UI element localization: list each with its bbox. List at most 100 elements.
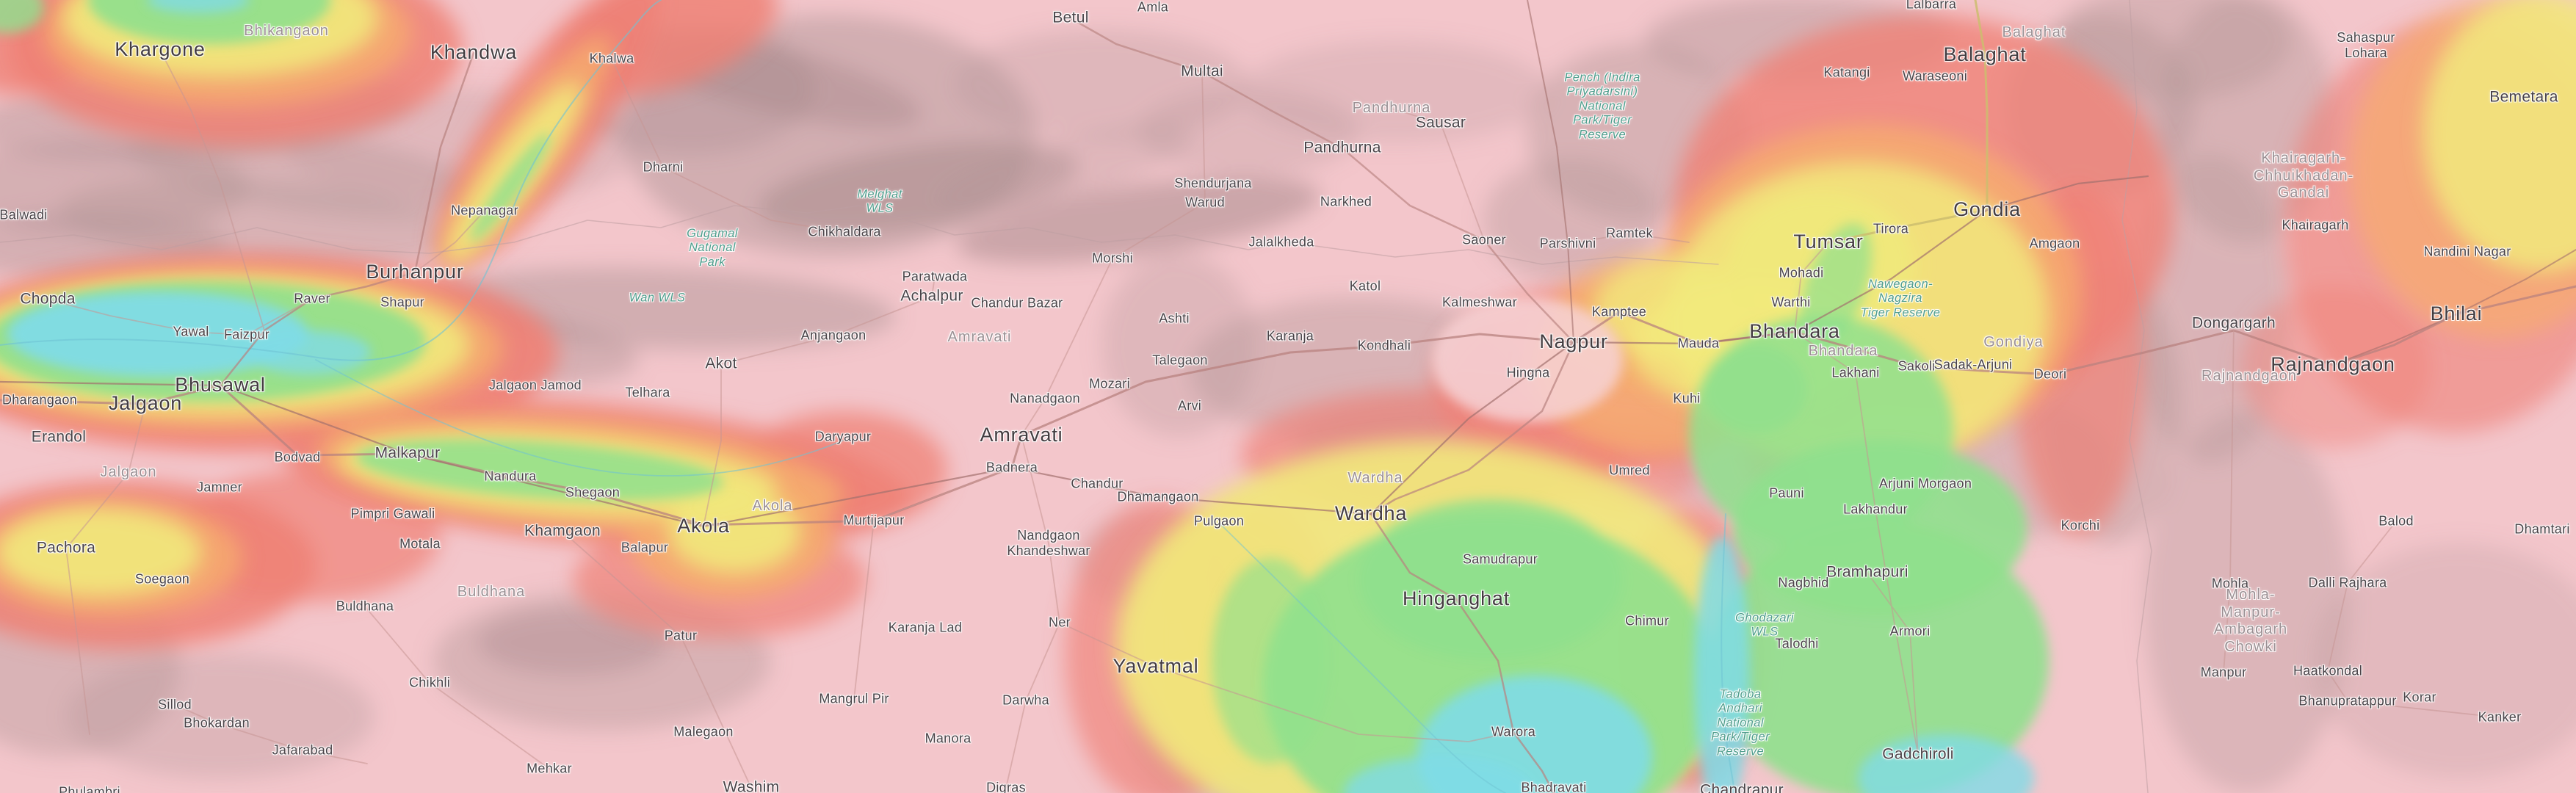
town-label: Shapur [380, 294, 424, 310]
town-label: Sausar [1415, 114, 1466, 131]
town-label: Parshivni [1539, 236, 1596, 251]
town-label: Talodhi [1775, 636, 1819, 651]
town-label: Washim [723, 778, 780, 793]
town-label: Dharni [643, 159, 684, 175]
district-label: Bhikangaon [244, 23, 329, 40]
town-label: Patur [664, 628, 698, 643]
town-label: Erandol [31, 428, 87, 446]
town-label: Dharangaon [1, 392, 78, 408]
town-label: Daryapur [814, 429, 872, 444]
town-label: Korchi [2061, 518, 2100, 533]
town-label: Ner [1049, 615, 1071, 630]
protected-area-label: Tadoba Andhari National Park/Tiger Reser… [1711, 687, 1770, 758]
town-label: Nandura [484, 468, 537, 484]
town-label: Chandur Bazar [971, 295, 1063, 311]
city-label: Nagpur [1539, 330, 1608, 353]
town-label: Khalwa [589, 51, 634, 66]
nagpur-urban-patch [1432, 297, 1623, 422]
district-label: Pandhurna [1352, 100, 1431, 117]
town-label: Kamptee [1591, 304, 1647, 319]
town-label: Kuhi [1673, 391, 1701, 406]
town-label: Mehkar [527, 761, 572, 776]
town-label: Sillod [158, 697, 192, 712]
town-label: Chikhaldara [808, 224, 881, 239]
town-label: Bhokardan [184, 715, 250, 731]
town-label: Bramhapuri [1826, 563, 1909, 581]
town-label: Malkapur [375, 444, 441, 462]
town-label: Chikhli [408, 675, 451, 690]
town-label: Multai [1181, 62, 1223, 80]
town-label: Akot [705, 355, 737, 372]
city-label: Tumsar [1793, 231, 1864, 253]
town-label: Narkhed [1320, 194, 1372, 209]
town-label: Jamner [197, 479, 242, 495]
town-label: Telhara [625, 385, 670, 400]
city-label: Rajnandgaon [2271, 353, 2395, 376]
district-label: Akola [752, 498, 793, 515]
town-label: Hingna [1506, 365, 1550, 380]
town-label: Arvi [1177, 398, 1202, 413]
town-label: Nagbhid [1778, 575, 1829, 590]
town-label: Saoner [1462, 232, 1506, 247]
town-label: Talegaon [1152, 352, 1208, 368]
town-label: Chandrapur [1700, 781, 1784, 793]
town-label: Bodvad [274, 449, 321, 465]
town-label: Manora [925, 731, 972, 746]
town-label: Motala [399, 536, 441, 551]
town-label: Yawal [173, 324, 209, 339]
district-label: Wardha [1347, 470, 1403, 487]
town-label: Bemetara [2489, 88, 2558, 106]
town-label: Katangi [1823, 65, 1870, 80]
town-label: Raver [294, 291, 330, 306]
town-label: Dhamtari [2514, 521, 2570, 537]
district-label: Amravati [947, 329, 1012, 346]
town-label: Chopda [20, 290, 76, 308]
town-label: Jalgaon Jamod [489, 377, 582, 393]
town-label: Nepanagar [451, 203, 518, 218]
city-label: Khandwa [430, 41, 518, 64]
district-label: Jalgaon [100, 464, 157, 481]
town-label: Buldhana [336, 598, 394, 614]
town-label: Mohadi [1779, 265, 1824, 280]
town-label: Faizpur [223, 327, 270, 342]
town-label: Nandgaon Khandeshwar [1007, 527, 1090, 558]
city-label: Bhusawal [175, 374, 266, 396]
district-label: Buldhana [457, 584, 526, 601]
town-label: Lakhani [1831, 365, 1880, 380]
town-label: Amgaon [2029, 236, 2080, 251]
town-label: Katol [1349, 278, 1381, 294]
city-label: Bhilai [2430, 303, 2483, 325]
town-label: Amla [1137, 0, 1169, 15]
town-label: Mozari [1089, 376, 1130, 391]
city-label: Yavatmal [1112, 655, 1199, 678]
town-label: Anjangaon [800, 327, 866, 343]
town-label: Balapur [621, 540, 669, 555]
town-label: Pulgaon [1193, 513, 1245, 529]
protected-area-label: Melghat WLS [857, 187, 902, 215]
protected-area-label: Wan WLS [629, 291, 686, 305]
town-label: Chimur [1625, 613, 1669, 629]
town-label: Dongargarh [2192, 314, 2276, 332]
town-label: Kanker [2478, 709, 2522, 725]
town-label: Khamgaon [524, 522, 601, 540]
town-label: Balwadi [0, 207, 48, 222]
town-label: Ashti [1159, 311, 1190, 326]
town-label: Gadchiroli [1882, 745, 1954, 763]
town-label: Khairagarh [2282, 217, 2349, 233]
protected-area-label: Nawegaon- Nagzira Tiger Reserve [1860, 277, 1941, 319]
town-label: Ramtek [1606, 225, 1653, 241]
town-label: Achalpur [900, 287, 963, 305]
town-label: Tirora [1873, 221, 1909, 236]
town-label: Sahaspur Lohara [2337, 29, 2395, 60]
town-label: Pachora [36, 539, 96, 557]
district-label: Balaghat [2002, 24, 2066, 41]
town-label: Darwha [1002, 692, 1049, 708]
town-label: Warora [1491, 724, 1536, 739]
town-label: Deori [2033, 366, 2067, 382]
town-label: Badnera [985, 460, 1038, 475]
city-label: Wardha [1334, 502, 1408, 525]
district-label: Khairagarh- Chhuikhadan- Gandai [2253, 150, 2354, 201]
